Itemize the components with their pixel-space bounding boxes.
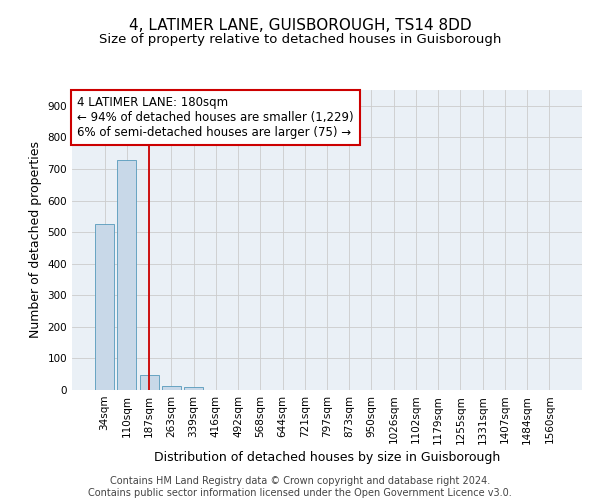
Text: Size of property relative to detached houses in Guisborough: Size of property relative to detached ho… [99,32,501,46]
Y-axis label: Number of detached properties: Number of detached properties [29,142,42,338]
Bar [95,224,114,390]
Text: Contains HM Land Registry data © Crown copyright and database right 2024.
Contai: Contains HM Land Registry data © Crown c… [88,476,512,498]
Text: 4 LATIMER LANE: 180sqm
← 94% of detached houses are smaller (1,229)
6% of semi-d: 4 LATIMER LANE: 180sqm ← 94% of detached… [77,96,354,139]
Bar [118,160,136,390]
X-axis label: Distribution of detached houses by size in Guisborough: Distribution of detached houses by size … [154,450,500,464]
Bar [184,387,203,390]
Bar [162,386,181,390]
Text: 4, LATIMER LANE, GUISBOROUGH, TS14 8DD: 4, LATIMER LANE, GUISBOROUGH, TS14 8DD [128,18,472,32]
Bar [140,375,158,390]
